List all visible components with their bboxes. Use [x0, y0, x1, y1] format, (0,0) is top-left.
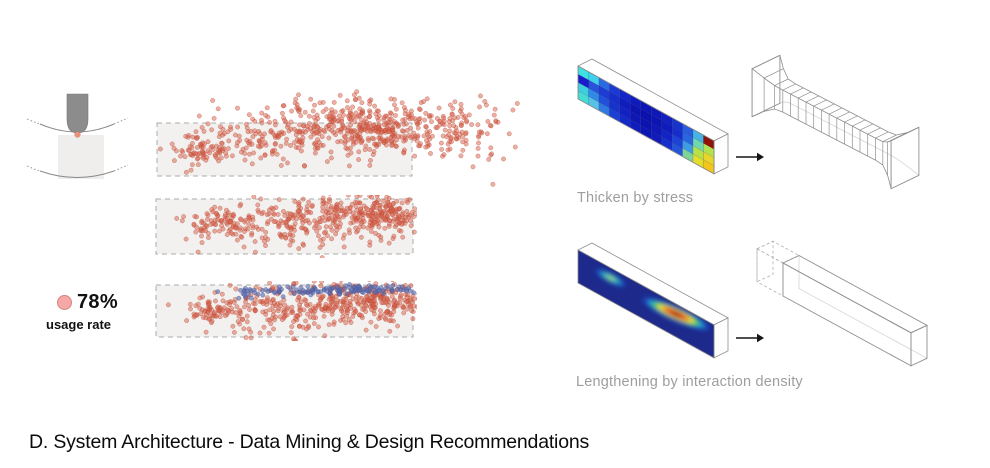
- scatter-panel-stroke-distribution-edge-interactions: [155, 281, 417, 341]
- usage-rate-value: 78%: [77, 291, 118, 313]
- thickened-beam-wireframe: [751, 54, 920, 190]
- figure-title: D. System Architecture - Data Mining & D…: [29, 431, 590, 453]
- arrow-right-icon: [736, 333, 764, 343]
- stylus-press-icon: [26, 93, 129, 179]
- lengthening-label: Lengthening by interaction density: [576, 374, 803, 390]
- scatter-panel-stroke-distribution-fitted: [155, 195, 417, 258]
- lengthened-beam-wireframe: [756, 240, 928, 367]
- usage-rate-legend: 78% usage rate: [46, 291, 118, 332]
- usage-rate-caption: usage rate: [46, 317, 112, 332]
- stress-heatmap-slab: [577, 58, 729, 175]
- scatter-panel-stroke-distribution-raw: [156, 89, 520, 187]
- arrow-right-icon: [736, 152, 764, 162]
- usage-rate-dot-icon: [57, 295, 72, 310]
- density-heatmap-slab: [577, 242, 729, 359]
- thicken-by-stress-label: Thicken by stress: [577, 190, 694, 206]
